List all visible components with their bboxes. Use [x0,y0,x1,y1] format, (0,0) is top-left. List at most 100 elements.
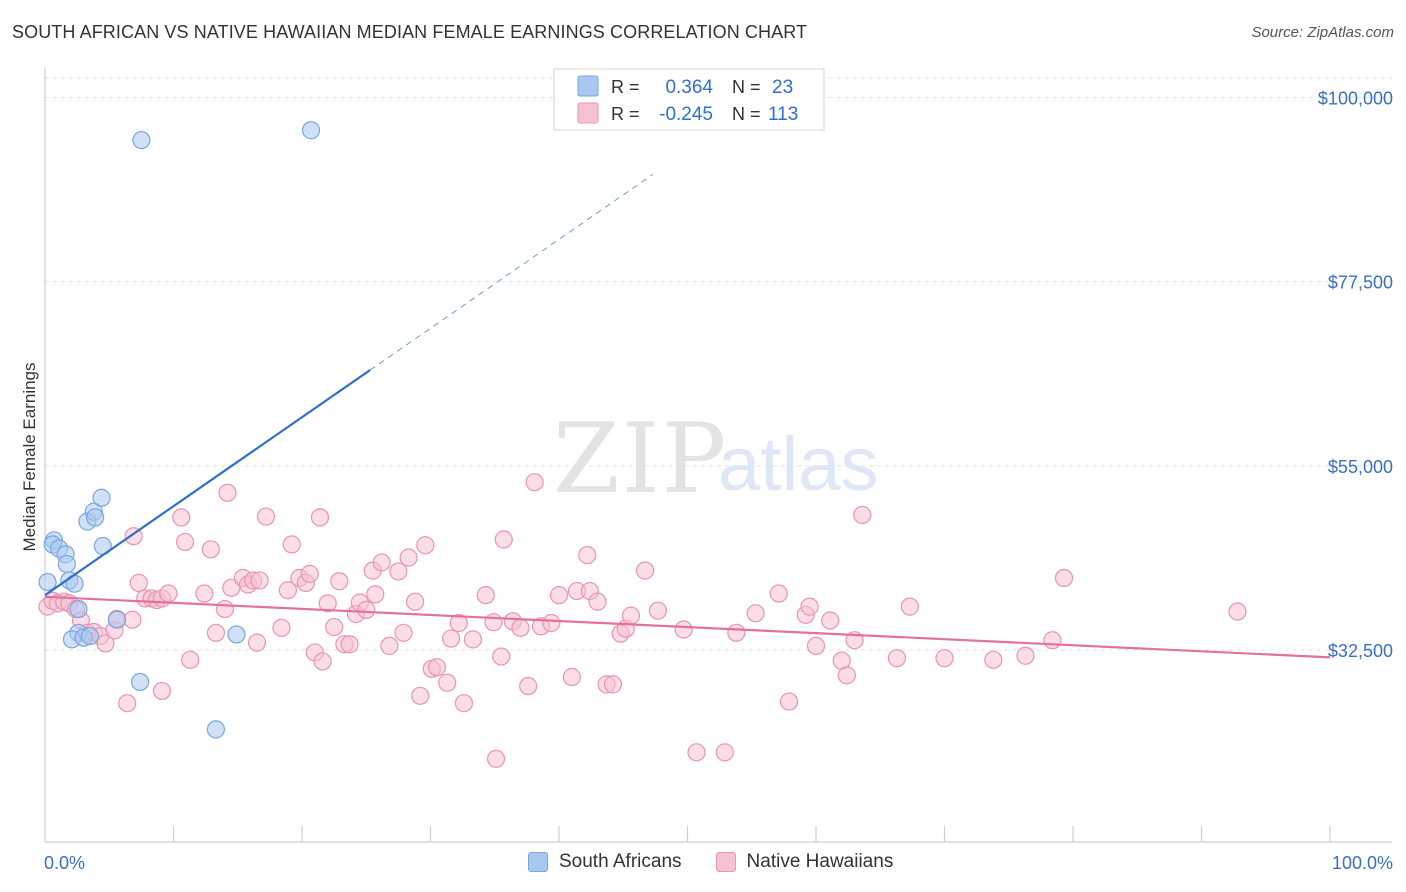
native-hawaiians-point [494,530,513,549]
axes [44,68,1392,843]
gridlines [45,77,1392,651]
y-tick-label: $55,000 [1328,457,1393,477]
trend-lines [44,174,1331,659]
south-africans-points [38,121,321,739]
stats-n-label-blue: N = [732,77,761,97]
native-hawaiians-point [476,586,495,605]
native-hawaiians-point [313,652,332,671]
native-hawaiians-point [357,600,376,619]
south-africans-point [206,720,226,739]
stats-r-label-blue: R = [611,77,640,97]
native-hawaiians-point [519,676,538,696]
native-hawaiians-point [484,613,503,632]
south-africans-point [86,508,105,527]
native-hawaiians-point [250,571,269,590]
native-hawaiians-point [715,743,734,762]
native-hawaiians-point [511,618,530,638]
native-hawaiians-point [542,613,561,633]
native-hawaiians-point [247,633,267,652]
native-hawaiians-point [172,508,191,527]
native-hawaiians-point [330,572,349,591]
native-hawaiians-point [588,592,607,611]
stats-legend-swatch-pink [577,102,599,124]
stats-n-value-pink: 113 [768,104,798,125]
native-hawaiians-trend-line [44,595,1331,659]
native-hawaiians-point [621,606,641,625]
south-africans-point [130,672,150,692]
native-hawaiians-point [486,749,506,768]
native-hawaiians-point [256,507,276,526]
native-hawaiians-point [492,647,511,666]
native-hawaiians-point [635,561,655,580]
south-africans-trend-line [44,369,371,597]
series-legend: South Africans Native Hawaiians [528,851,927,873]
native-hawaiians-point [1228,602,1247,621]
native-hawaiians-point [318,594,337,613]
native-hawaiians-point [603,675,623,694]
legend-item-native-hawaiians[interactable]: Native Hawaiians [715,851,894,873]
legend-swatch-south-africans [528,852,548,872]
south-africans-point [92,488,111,507]
native-hawaiians-point [175,532,195,552]
native-hawaiians-point [215,599,234,619]
stats-r-value-pink: -0.245 [659,104,713,125]
native-hawaiians-point [159,584,178,603]
native-hawaiians-point [687,743,706,762]
south-africans-point [38,572,57,592]
stats-legend-box [553,68,825,131]
native-hawaiians-point [416,536,435,555]
native-hawaiians-point [427,658,447,677]
native-hawaiians-point [779,692,799,711]
native-hawaiians-point [449,613,468,633]
native-hawaiians-point [1054,568,1074,588]
south-africans-point [107,610,127,629]
stats-r-label-pink: R = [611,104,640,124]
native-hawaiians-point [300,564,319,583]
native-hawaiians-point [195,584,214,603]
native-hawaiians-point [935,649,954,668]
chart-title: SOUTH AFRICAN VS NATIVE HAWAIIAN MEDIAN … [12,22,808,42]
watermark-atlas: atlas [718,422,879,507]
native-hawaiians-point [389,562,408,581]
native-hawaiians-point [380,636,399,656]
x-tick-label-min: 0.0% [44,853,85,873]
legend-item-south-africans[interactable]: South Africans [528,851,682,873]
stats-legend: R = 0.364 N = 23 R = -0.245 N = 113 [553,68,825,131]
native-hawaiians-point [806,636,826,656]
south-africans-point [57,554,76,574]
native-hawaiians-point [648,601,668,620]
south-africans-point [227,625,246,644]
native-hawaiians-point [454,694,474,713]
native-hawaiians-point [201,540,220,559]
native-hawaiians-points [38,473,1247,768]
stats-n-label-pink: N = [732,104,761,124]
watermark-zip: ZIP [553,403,728,515]
native-hawaiians-point [278,581,297,600]
south-africans-point [69,599,88,619]
native-hawaiians-point [129,573,148,592]
native-hawaiians-point [800,597,819,616]
south-africans-point [80,626,100,646]
native-hawaiians-point [394,623,413,642]
native-hawaiians-point [310,508,330,527]
native-hawaiians-point [1043,631,1062,650]
native-hawaiians-point [525,473,544,492]
stats-legend-swatch-blue [577,75,599,97]
native-hawaiians-point [549,586,569,605]
source-label: Source: ZipAtlas.com [1251,24,1394,41]
stats-r-value-blue: 0.364 [665,77,713,98]
native-hawaiians-point [282,535,301,554]
native-hawaiians-point [181,650,200,669]
stats-n-value-blue: 23 [772,77,793,98]
legend-label-native-hawaiians: Native Hawaiians [746,851,894,872]
south-africans-trend-extension [369,174,654,371]
native-hawaiians-point [727,623,746,642]
watermark: ZIP atlas [553,403,879,515]
native-hawaiians-point [206,623,226,642]
y-tick-labels: $32,500 $55,000 $77,500 $100,000 [1318,89,1393,662]
native-hawaiians-point [399,548,418,567]
native-hawaiians-point [372,553,391,572]
native-hawaiians-point [463,630,483,649]
native-hawaiians-point [578,545,597,565]
native-hawaiians-point [746,604,765,623]
